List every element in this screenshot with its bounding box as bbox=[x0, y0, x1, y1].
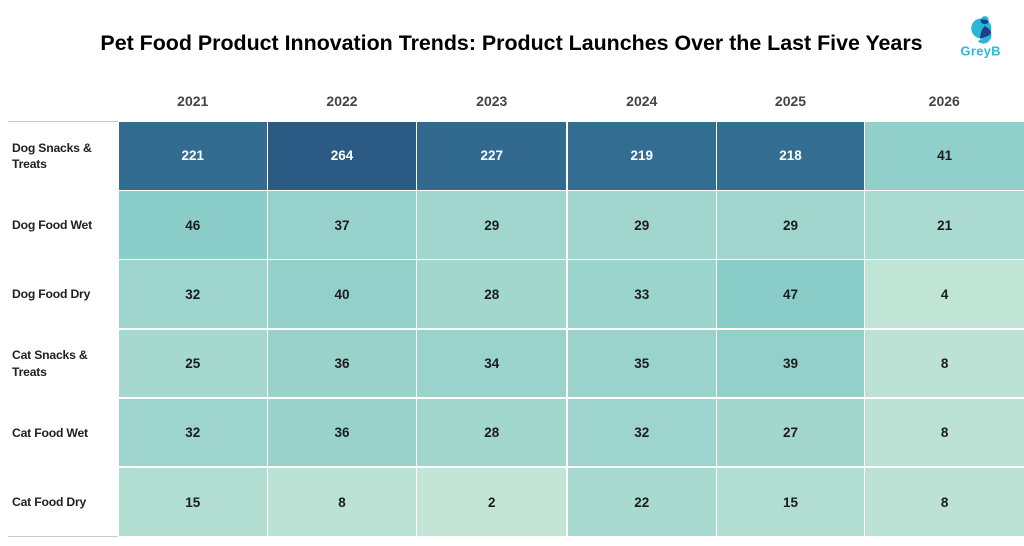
svg-text:GreyB: GreyB bbox=[960, 43, 1000, 58]
